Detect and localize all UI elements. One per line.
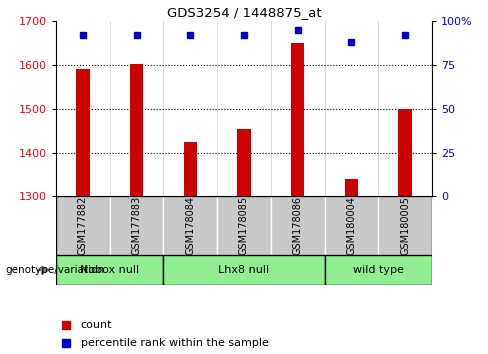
Bar — [325, 196, 378, 255]
Bar — [110, 196, 163, 255]
Text: GSM178084: GSM178084 — [185, 196, 195, 255]
Bar — [217, 196, 271, 255]
Bar — [378, 196, 432, 255]
Bar — [76, 69, 90, 196]
Text: GSM178086: GSM178086 — [293, 196, 303, 255]
Text: count: count — [81, 320, 112, 330]
Bar — [291, 43, 305, 196]
Bar — [130, 64, 143, 196]
Text: GSM180004: GSM180004 — [346, 196, 356, 255]
Text: Nobox null: Nobox null — [80, 265, 140, 275]
Text: wild type: wild type — [353, 265, 404, 275]
Text: GSM180005: GSM180005 — [400, 196, 410, 255]
Text: GSM178085: GSM178085 — [239, 196, 249, 255]
Text: GSM177883: GSM177883 — [132, 196, 142, 255]
Bar — [237, 129, 251, 196]
Text: Lhx8 null: Lhx8 null — [219, 265, 269, 275]
Bar — [183, 142, 197, 196]
Bar — [56, 196, 110, 255]
Bar — [398, 109, 412, 196]
Bar — [325, 255, 432, 285]
Bar — [345, 179, 358, 196]
Text: percentile rank within the sample: percentile rank within the sample — [81, 338, 268, 348]
Bar — [163, 255, 325, 285]
Bar — [163, 196, 217, 255]
Text: GSM177882: GSM177882 — [78, 196, 88, 255]
Bar — [56, 255, 163, 285]
Text: genotype/variation: genotype/variation — [5, 265, 104, 275]
Bar — [271, 196, 325, 255]
Title: GDS3254 / 1448875_at: GDS3254 / 1448875_at — [167, 6, 321, 19]
